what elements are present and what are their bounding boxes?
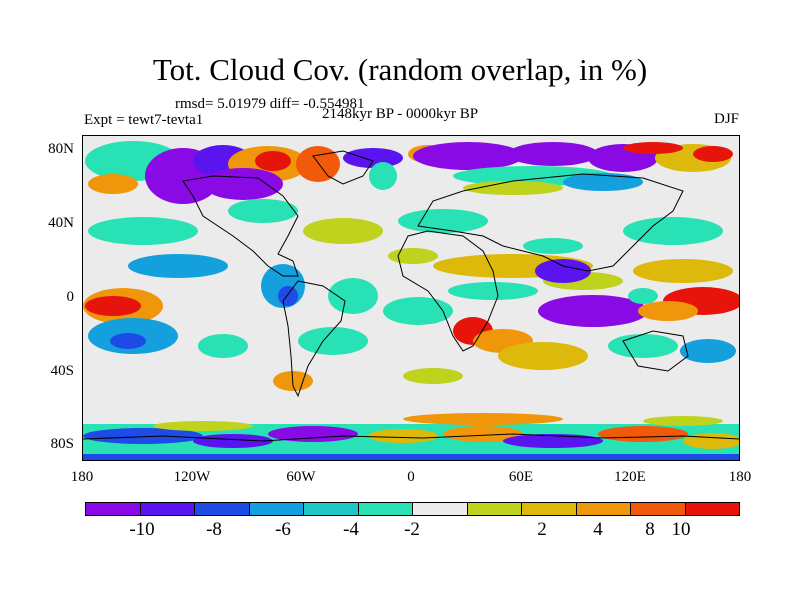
colorbar-swatch-9 bbox=[576, 503, 631, 515]
map-title: Tot. Cloud Cov. (random overlap, in %) bbox=[152, 52, 648, 87]
colorbar-label: -2 bbox=[404, 519, 420, 540]
stats-text: rmsd= 5.01979 diff= -0.554981 bbox=[175, 96, 365, 112]
colorbar-swatch-5 bbox=[358, 503, 413, 515]
colorbar-swatch-10 bbox=[631, 503, 686, 515]
lon-label-60e: 60E bbox=[508, 469, 534, 485]
colorbar-swatch-3 bbox=[249, 503, 304, 515]
lat-label-40s: 40S bbox=[50, 363, 74, 379]
lon-label-120e: 120E bbox=[614, 469, 646, 485]
colorbar-label: 2 bbox=[537, 519, 547, 540]
lon-label-180w: 180 bbox=[70, 469, 94, 485]
colorbar-swatch-1 bbox=[140, 503, 195, 515]
colorbar-swatch-11 bbox=[685, 503, 739, 515]
colorbar-label: 10 bbox=[671, 519, 691, 540]
southern-midlatitudes bbox=[88, 318, 736, 391]
lat-label-80n: 80N bbox=[48, 141, 74, 157]
tropics bbox=[83, 254, 739, 353]
colorbar-swatch-4 bbox=[304, 503, 359, 515]
season-label: DJF bbox=[713, 111, 739, 127]
period-label: 2148kyr BP - 0000kyr BP bbox=[322, 106, 479, 122]
colorbar-swatch-2 bbox=[195, 503, 250, 515]
lon-label-120w: 120W bbox=[173, 469, 211, 485]
colorbar-label: -4 bbox=[343, 519, 359, 540]
colorbar-label: -10 bbox=[129, 519, 155, 540]
lat-label-80s: 80S bbox=[50, 436, 74, 452]
antarctic-band bbox=[83, 413, 739, 460]
colorbar-swatch-0 bbox=[86, 503, 141, 515]
lon-label-180e: 180 bbox=[728, 469, 752, 485]
colorbar-swatch-8 bbox=[522, 503, 577, 515]
lat-label-0: 0 bbox=[66, 289, 75, 305]
colorbar-swatch-6 bbox=[413, 503, 468, 515]
experiment-label: Expt = tewt7-tevta1 bbox=[84, 112, 204, 128]
colorbar-label: 4 bbox=[593, 519, 603, 540]
lat-label-40n: 40N bbox=[48, 215, 74, 231]
colorbar-label: -8 bbox=[206, 519, 222, 540]
lon-label-0: 0 bbox=[407, 469, 415, 485]
lon-label-60w: 60W bbox=[286, 469, 316, 485]
colorbar bbox=[85, 502, 740, 516]
coastlines bbox=[83, 150, 739, 442]
colorbar-swatch-7 bbox=[467, 503, 522, 515]
colorbar-label: 8 bbox=[645, 519, 655, 540]
anomaly-field bbox=[83, 136, 739, 460]
map-panel bbox=[82, 135, 740, 461]
colorbar-label: -6 bbox=[275, 519, 291, 540]
